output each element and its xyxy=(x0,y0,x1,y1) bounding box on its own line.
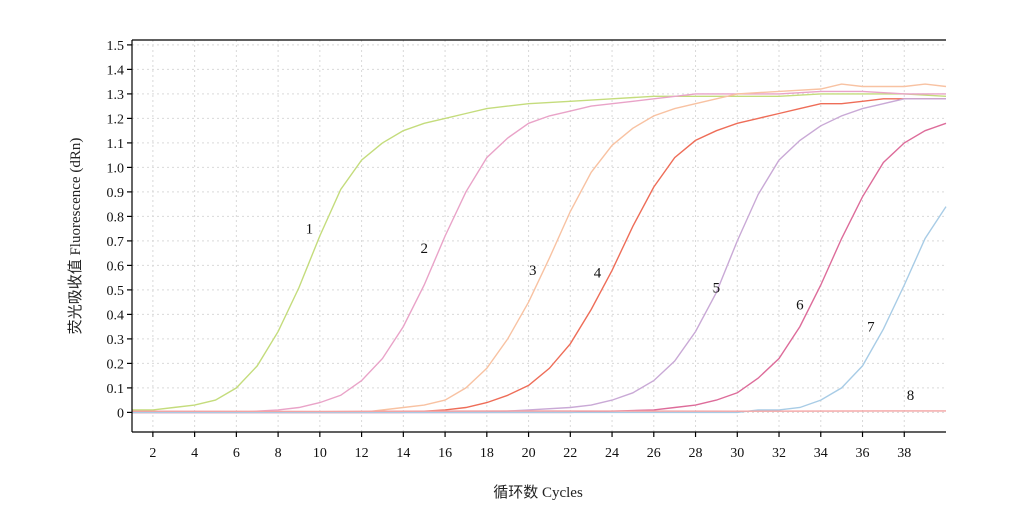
x-tick-label: 30 xyxy=(730,446,744,461)
y-axis-title: 荧光吸收值 Fluorescence (dRn) xyxy=(67,138,84,335)
curve-label-7: 7 xyxy=(867,320,875,336)
curve-label-8: 8 xyxy=(907,388,915,404)
y-tick-label: 0.7 xyxy=(107,235,125,250)
x-axis-ticks: 2 4 6 8 10 12 14 16 18 20 22 24 26 28 30 32 34 36 38 xyxy=(149,432,911,461)
y-tick-label: 1.1 xyxy=(107,137,125,152)
curve-label-1: 1 xyxy=(306,222,314,238)
y-tick-label: 1.4 xyxy=(107,63,125,78)
series-line-7 xyxy=(132,206,947,414)
y-tick-label: 0.8 xyxy=(107,210,125,225)
x-tick-label: 18 xyxy=(480,446,494,461)
curve-label-4: 4 xyxy=(594,266,602,282)
x-tick-label: 10 xyxy=(313,446,327,461)
curve-labels: 1 2 3 4 5 6 7 8 xyxy=(306,222,915,405)
x-tick-label: 16 xyxy=(438,446,452,461)
series-line-8 xyxy=(131,410,947,413)
y-tick-label: 0.5 xyxy=(107,284,125,299)
x-tick-label: 6 xyxy=(233,446,240,461)
x-tick-label: 4 xyxy=(191,446,198,461)
series-line-2 xyxy=(132,90,946,414)
y-tick-label: 0.2 xyxy=(107,357,125,372)
axes xyxy=(131,39,946,433)
x-tick-label: 20 xyxy=(522,446,536,461)
x-tick-label: 32 xyxy=(772,446,786,461)
y-tick-label: 1.5 xyxy=(107,39,125,54)
grid-lines xyxy=(132,40,946,432)
y-tick-label: 1.2 xyxy=(107,112,125,127)
y-tick-label: 0.6 xyxy=(107,259,125,274)
curve-label-5: 5 xyxy=(713,280,721,296)
curve-label-2: 2 xyxy=(420,241,428,257)
x-tick-label: 2 xyxy=(149,446,156,461)
y-tick-label: 0.1 xyxy=(107,382,125,397)
x-tick-label: 12 xyxy=(355,446,369,461)
x-tick-label: 14 xyxy=(396,446,410,461)
series-line-3 xyxy=(132,83,947,414)
x-tick-label: 8 xyxy=(275,446,282,461)
x-tick-label: 22 xyxy=(563,446,577,461)
curve-label-6: 6 xyxy=(796,298,804,314)
x-tick-label: 24 xyxy=(605,446,619,461)
x-axis-title: 循环数 Cycles xyxy=(493,484,583,501)
series-line-5 xyxy=(132,98,946,414)
y-tick-label: 0.9 xyxy=(107,186,125,201)
y-tick-label: 1.0 xyxy=(107,161,125,176)
series-lines xyxy=(131,83,947,414)
x-tick-label: 34 xyxy=(814,446,828,461)
series-line-4 xyxy=(132,98,946,414)
x-tick-label: 26 xyxy=(647,446,661,461)
x-tick-label: 36 xyxy=(856,446,870,461)
y-tick-label: 0.4 xyxy=(107,308,125,323)
y-axis-ticks: 0 0.1 0.2 0.3 0.4 0.5 0.6 0.7 0.8 0.9 1.0 1.1 1.2 1.3… xyxy=(107,39,132,421)
curve-label-3: 3 xyxy=(529,263,537,279)
y-tick-label: 0.3 xyxy=(107,333,125,348)
x-tick-label: 28 xyxy=(689,446,703,461)
series-line-1 xyxy=(132,93,947,411)
series-line-6 xyxy=(132,122,947,414)
y-tick-label: 1.3 xyxy=(107,88,125,103)
x-tick-label: 38 xyxy=(897,446,911,461)
y-tick-label: 0 xyxy=(117,406,124,421)
